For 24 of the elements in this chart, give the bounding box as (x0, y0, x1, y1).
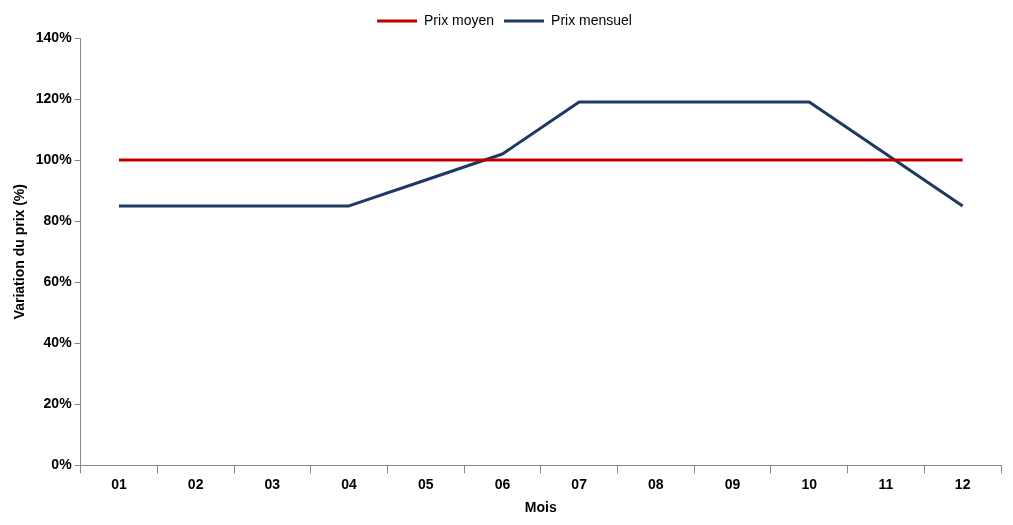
x-tick-label: 06 (494, 475, 511, 492)
x-tick-label: 07 (571, 475, 588, 492)
x-tick-label: 02 (187, 475, 204, 492)
x-tick-label: 01 (111, 475, 127, 492)
x-tick-label: 03 (264, 475, 281, 492)
x-tick-label: 10 (801, 475, 818, 492)
x-tick-label: 12 (954, 475, 971, 492)
y-tick-label: 60% (43, 273, 73, 290)
y-axis-title: Variation du prix (%) (11, 184, 28, 320)
y-tick-label: 100% (35, 150, 73, 167)
y-tick-label: 0% (51, 456, 73, 473)
legend-label: Prix moyen (424, 11, 495, 28)
y-tick-label: 140% (35, 28, 73, 45)
y-tick-label: 40% (43, 334, 73, 351)
legend-label: Prix mensuel (551, 11, 632, 28)
y-tick-label: 20% (43, 395, 73, 412)
x-tick-label: 08 (648, 475, 664, 492)
x-axis-title: Mois (524, 499, 557, 516)
x-tick-label: 05 (417, 475, 434, 492)
x-tick-label: 04 (341, 475, 358, 492)
y-tick-label: 120% (35, 89, 73, 106)
x-tick-label: 09 (724, 475, 741, 492)
y-tick-label: 80% (43, 212, 73, 229)
x-tick-label: 11 (878, 475, 894, 492)
